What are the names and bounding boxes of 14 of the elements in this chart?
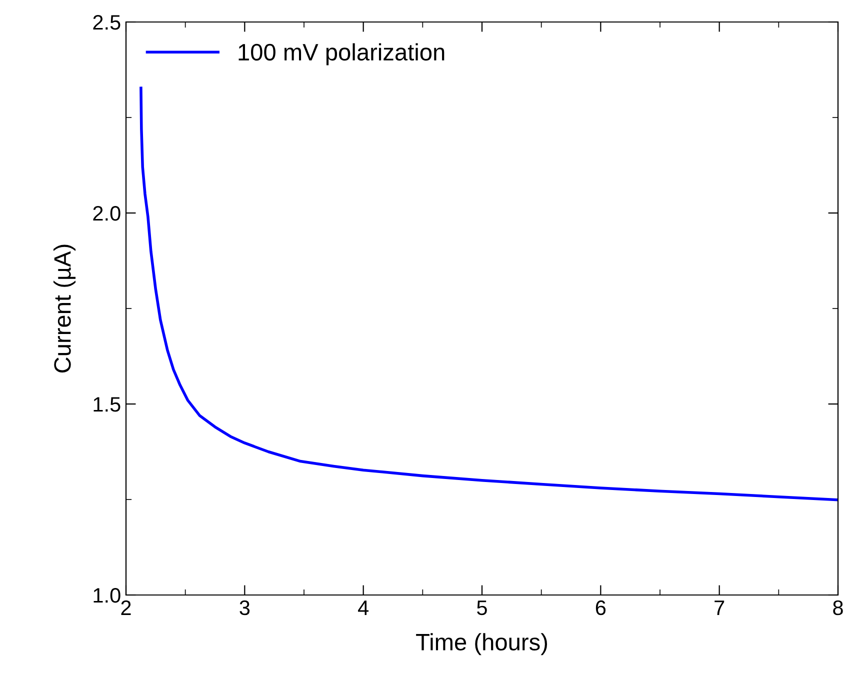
y-tick-label: 1.0 bbox=[94, 588, 120, 603]
x-tick-label: 3 bbox=[240, 600, 250, 616]
y-tick-label: 1.5 bbox=[94, 397, 120, 412]
y-tick-label: 2.5 bbox=[93, 15, 120, 30]
x-tick-label: 2 bbox=[121, 600, 131, 615]
y-tick-label: 2.0 bbox=[93, 206, 120, 221]
x-tick-label: 8 bbox=[833, 600, 843, 616]
y-axis-title: Current (µA) bbox=[54, 244, 76, 372]
x-tick-label: 4 bbox=[358, 600, 369, 615]
x-axis-title: Time (hours) bbox=[416, 633, 548, 656]
x-tick-label: 6 bbox=[596, 600, 606, 616]
legend-label: 100 mV polarization bbox=[238, 43, 444, 66]
x-tick-label: 7 bbox=[714, 600, 724, 615]
x-tick-label: 5 bbox=[477, 600, 487, 616]
